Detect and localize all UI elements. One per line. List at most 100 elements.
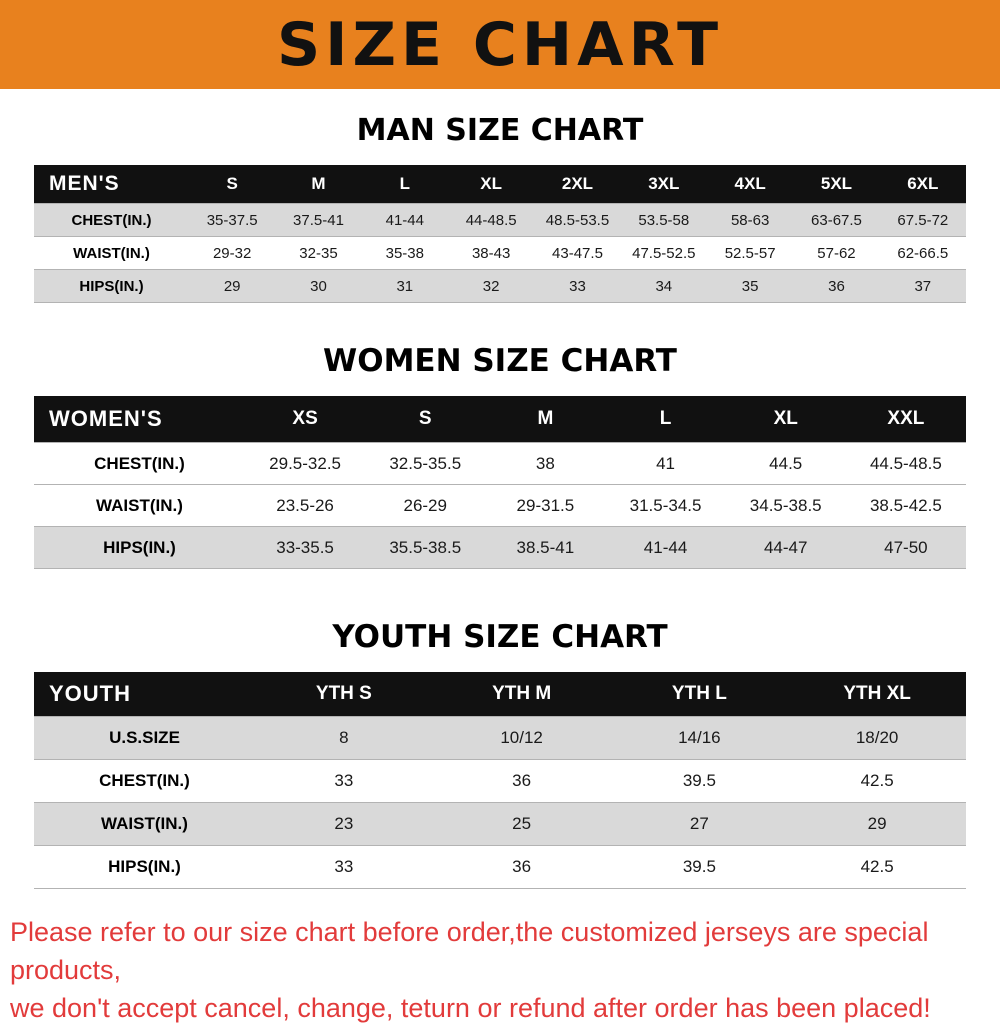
- size-value: 48.5-53.5: [534, 203, 621, 237]
- column-header: M: [485, 396, 606, 443]
- table-row: HIPS(IN.) 29 30 31 32 33 34 35 36 37: [34, 269, 966, 303]
- table-row: WAIST(IN.) 23 25 27 29: [34, 802, 966, 846]
- size-value: 32: [447, 269, 535, 303]
- column-header: YTH M: [432, 672, 611, 717]
- size-value: 42.5: [788, 845, 966, 889]
- size-value: 29: [788, 802, 966, 846]
- size-value: 18/20: [788, 716, 966, 760]
- table-row: CHEST(IN.) 35-37.5 37.5-41 41-44 44-48.5 48.5…: [34, 203, 966, 237]
- men-section: MAN SIZE CHART MEN'S S M L XL 2XL 3XL 4XL 5XL 6XL…: [0, 113, 1000, 303]
- row-label: WAIST(IN.): [34, 484, 245, 527]
- row-label: U.S.SIZE: [34, 716, 255, 760]
- table-row: CHEST(IN.) 33 36 39.5 42.5: [34, 759, 966, 803]
- notice-line-2: we don't accept cancel, change, teturn o…: [10, 993, 931, 1023]
- column-header: YTH S: [255, 672, 433, 717]
- size-value: 36: [793, 269, 880, 303]
- table-row: U.S.SIZE 8 10/12 14/16 18/20: [34, 716, 966, 760]
- men-size-table: MEN'S S M L XL 2XL 3XL 4XL 5XL 6XL CHEST(IN.) 35-37…: [34, 165, 966, 303]
- row-label: CHEST(IN.): [34, 442, 245, 485]
- column-header: L: [605, 396, 726, 443]
- row-label: WAIST(IN.): [34, 236, 189, 270]
- size-value: 39.5: [610, 759, 789, 803]
- size-value: 63-67.5: [793, 203, 880, 237]
- size-value: 35: [706, 269, 794, 303]
- footer-notice: Please refer to our size chart before or…: [0, 913, 1000, 1027]
- size-value: 25: [432, 802, 611, 846]
- row-label: WAIST(IN.): [34, 802, 255, 846]
- size-value: 38-43: [447, 236, 535, 270]
- size-value: 8: [255, 716, 433, 760]
- women-size-table: WOMEN'S XS S M L XL XXL CHEST(IN.) 29.5-32.5 32.5…: [34, 396, 966, 569]
- size-value: 42.5: [788, 759, 966, 803]
- size-value: 44-48.5: [447, 203, 535, 237]
- column-header: 3XL: [620, 165, 707, 204]
- size-value: 33: [255, 759, 433, 803]
- size-value: 27: [610, 802, 789, 846]
- column-header: YTH L: [610, 672, 789, 717]
- size-value: 44.5: [725, 442, 846, 485]
- content: MAN SIZE CHART MEN'S S M L XL 2XL 3XL 4XL 5XL 6XL…: [0, 89, 1000, 889]
- size-value: 29-32: [189, 236, 276, 270]
- page-title: SIZE CHART: [276, 9, 724, 80]
- size-value: 33: [255, 845, 433, 889]
- size-value: 44.5-48.5: [845, 442, 966, 485]
- size-value: 41-44: [361, 203, 448, 237]
- youth-section-heading: YOUTH SIZE CHART: [332, 619, 668, 655]
- size-value: 35-37.5: [189, 203, 276, 237]
- size-value: 39.5: [610, 845, 789, 889]
- size-value: 41-44: [605, 526, 726, 569]
- column-header: M: [275, 165, 362, 204]
- size-value: 34.5-38.5: [725, 484, 846, 527]
- column-header: S: [189, 165, 276, 204]
- size-value: 38.5-41: [485, 526, 606, 569]
- size-value: 53.5-58: [620, 203, 707, 237]
- size-value: 62-66.5: [879, 236, 966, 270]
- table-row: CHEST(IN.) 29.5-32.5 32.5-35.5 38 41 44.5 44.5…: [34, 442, 966, 485]
- column-header: XL: [447, 165, 535, 204]
- column-header: MEN'S: [34, 165, 189, 204]
- size-value: 31: [361, 269, 448, 303]
- youth-size-table: YOUTH YTH S YTH M YTH L YTH XL U.S.SIZE 8 10/12…: [34, 672, 966, 889]
- column-header: XL: [725, 396, 846, 443]
- size-value: 37.5-41: [275, 203, 362, 237]
- size-value: 23: [255, 802, 433, 846]
- size-value: 38: [485, 442, 606, 485]
- column-header: YTH XL: [788, 672, 966, 717]
- women-section: WOMEN SIZE CHART WOMEN'S XS S M L XL XXL CHEST(…: [0, 343, 1000, 569]
- row-label: HIPS(IN.): [34, 845, 255, 889]
- size-value: 23.5-26: [245, 484, 366, 527]
- column-header: WOMEN'S: [34, 396, 245, 443]
- size-value: 33: [534, 269, 621, 303]
- table-row: HIPS(IN.) 33-35.5 35.5-38.5 38.5-41 41-44 44-…: [34, 526, 966, 569]
- size-value: 38.5-42.5: [845, 484, 966, 527]
- size-value: 52.5-57: [706, 236, 794, 270]
- size-value: 29: [189, 269, 276, 303]
- size-value: 32-35: [275, 236, 362, 270]
- table-row: WAIST(IN.) 29-32 32-35 35-38 38-43 43-47.5 47.…: [34, 236, 966, 270]
- row-label: CHEST(IN.): [34, 759, 255, 803]
- column-header: XS: [245, 396, 366, 443]
- notice-line-1: Please refer to our size chart before or…: [10, 917, 929, 985]
- size-value: 44-47: [725, 526, 846, 569]
- column-header: 2XL: [534, 165, 621, 204]
- table-header-row: WOMEN'S XS S M L XL XXL: [34, 396, 966, 443]
- size-value: 14/16: [610, 716, 789, 760]
- size-value: 37: [879, 269, 966, 303]
- column-header: 5XL: [793, 165, 880, 204]
- size-value: 36: [432, 845, 611, 889]
- youth-section: YOUTH SIZE CHART YOUTH YTH S YTH M YTH L YTH…: [0, 619, 1000, 889]
- column-header: L: [361, 165, 448, 204]
- table-header-row: MEN'S S M L XL 2XL 3XL 4XL 5XL 6XL: [34, 165, 966, 204]
- size-value: 41: [605, 442, 726, 485]
- table-row: HIPS(IN.) 33 36 39.5 42.5: [34, 845, 966, 889]
- size-value: 10/12: [432, 716, 611, 760]
- size-value: 34: [620, 269, 707, 303]
- size-value: 47-50: [845, 526, 966, 569]
- column-header: YOUTH: [34, 672, 255, 717]
- size-value: 57-62: [793, 236, 880, 270]
- size-value: 43-47.5: [534, 236, 621, 270]
- column-header: XXL: [845, 396, 966, 443]
- size-value: 26-29: [365, 484, 486, 527]
- size-value: 47.5-52.5: [620, 236, 707, 270]
